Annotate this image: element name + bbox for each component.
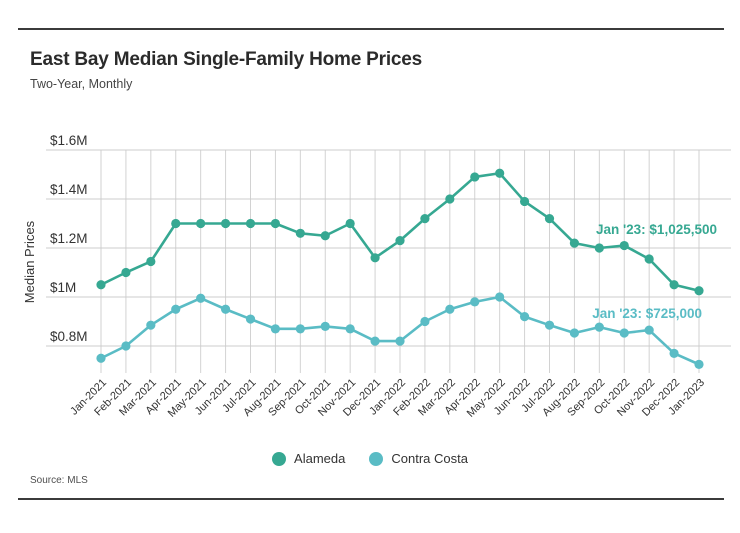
top-rule <box>18 28 724 30</box>
contra-costa-point <box>295 324 305 334</box>
alameda-annotation: Jan '23: $1,025,500 <box>596 222 717 237</box>
contra-costa-point <box>519 312 530 322</box>
alameda-point <box>196 218 206 229</box>
alameda-point <box>619 240 629 251</box>
alameda-point <box>270 218 281 229</box>
contra-costa-point <box>619 328 629 338</box>
alameda-point <box>594 243 604 253</box>
legend-item-alameda: Alameda <box>272 451 345 466</box>
contra-costa-point <box>220 304 231 314</box>
alameda-point <box>544 214 555 224</box>
alameda-point <box>121 267 131 278</box>
y-tick-label: $0.8M <box>50 329 88 344</box>
contra-costa-annotation: Jan '23: $725,000 <box>592 306 702 321</box>
legend-item-contra-costa: Contra Costa <box>369 451 468 466</box>
alameda-point <box>220 218 231 229</box>
contra-costa-point <box>320 321 330 331</box>
alameda-point <box>669 280 679 290</box>
y-tick-label: $1.6M <box>50 133 88 148</box>
legend-label: Alameda <box>294 451 346 466</box>
y-tick-label: $1M <box>50 280 76 295</box>
contra-costa-point <box>345 324 355 334</box>
bottom-rule <box>18 498 724 500</box>
contra-costa-point <box>146 320 156 330</box>
legend-label: Contra Costa <box>391 451 468 466</box>
alameda-point <box>445 194 455 204</box>
contra-costa-point <box>420 316 430 327</box>
contra-costa-point <box>544 320 555 330</box>
contra-costa-point <box>694 359 704 369</box>
alameda-point <box>519 196 530 207</box>
contra-costa-point <box>594 322 604 332</box>
contra-costa-point <box>196 293 206 303</box>
alameda-point <box>345 218 355 229</box>
alameda-point <box>245 218 256 229</box>
contra-costa-point <box>171 304 181 314</box>
source-note: Source: MLS <box>30 475 88 486</box>
y-axis-title: Median Prices <box>22 220 37 303</box>
contra-costa-point <box>395 336 405 346</box>
alameda-point <box>320 231 330 241</box>
page-title: East Bay Median Single-Family Home Price… <box>30 49 422 70</box>
legend-dot-icon <box>369 451 384 466</box>
alameda-point <box>96 280 106 290</box>
contra-costa-point <box>270 324 281 334</box>
contra-costa-point <box>121 341 131 351</box>
alameda-point <box>470 172 480 182</box>
contra-costa-point <box>370 336 380 346</box>
alameda-point <box>146 256 156 267</box>
y-tick-label: $1.4M <box>50 182 88 197</box>
contra-costa-point <box>470 297 480 307</box>
alameda-point <box>370 253 380 263</box>
alameda-point <box>694 286 704 296</box>
alameda-point <box>171 218 181 229</box>
alameda-point <box>644 254 654 264</box>
y-tick-label: $1.2M <box>50 231 88 246</box>
contra-costa-point <box>96 353 106 363</box>
alameda-point <box>295 228 305 238</box>
alameda-point <box>495 168 505 178</box>
chart-legend: Alameda Contra Costa <box>0 451 740 466</box>
page-subtitle: Two-Year, Monthly <box>30 77 133 91</box>
contra-costa-point <box>245 314 256 324</box>
alameda-point <box>420 214 430 224</box>
alameda-point <box>569 238 580 248</box>
contra-costa-point <box>495 292 505 302</box>
contra-costa-point <box>644 325 654 335</box>
contra-costa-point <box>669 348 679 358</box>
contra-costa-point <box>445 304 455 314</box>
alameda-point <box>395 236 405 246</box>
legend-dot-icon <box>272 451 287 466</box>
contra-costa-point <box>569 328 580 338</box>
